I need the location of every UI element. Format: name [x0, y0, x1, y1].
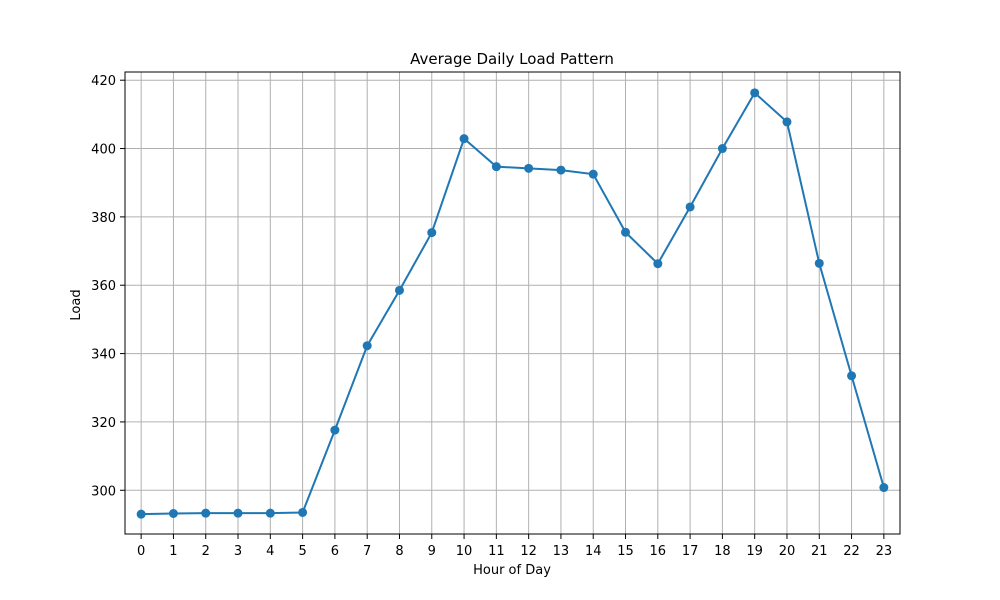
x-tick-label: 15 — [617, 544, 634, 559]
y-axis: 300 320 340 360 380 400 420 — [91, 74, 125, 499]
data-point — [201, 508, 211, 518]
x-tick-label: 13 — [553, 544, 570, 559]
x-tick-label: 3 — [234, 544, 242, 559]
y-tick-label: 300 — [91, 484, 116, 499]
data-point — [782, 117, 792, 127]
x-tick-label: 16 — [650, 544, 667, 559]
y-tick-label: 340 — [91, 348, 116, 363]
data-point — [168, 508, 178, 518]
data-point — [588, 169, 598, 179]
x-tick-label: 21 — [811, 544, 828, 559]
x-tick-label: 1 — [169, 544, 177, 559]
data-point — [879, 483, 889, 493]
data-point — [394, 285, 404, 295]
x-axis: 0 1 2 3 4 5 6 7 8 9 10 11 12 13 14 15 16 17 18 19 20 21 22 23 — [137, 534, 892, 559]
x-tick-label: 23 — [876, 544, 893, 559]
x-tick-label: 0 — [137, 544, 145, 559]
data-point — [717, 144, 727, 154]
data-point — [491, 162, 501, 172]
data-point — [136, 509, 146, 519]
x-tick-label: 18 — [714, 544, 731, 559]
y-tick-label: 420 — [91, 74, 116, 89]
x-axis-label: Hour of Day — [473, 563, 551, 578]
x-tick-label: 12 — [520, 544, 537, 559]
data-point — [685, 202, 695, 212]
x-tick-label: 10 — [456, 544, 473, 559]
data-point — [524, 163, 534, 173]
data-point — [556, 165, 566, 175]
data-point — [814, 258, 824, 268]
x-tick-label: 6 — [331, 544, 339, 559]
y-tick-label: 400 — [91, 143, 116, 158]
x-tick-label: 20 — [779, 544, 796, 559]
data-point — [233, 508, 243, 518]
data-point — [427, 228, 437, 238]
y-tick-label: 360 — [91, 279, 116, 294]
x-tick-label: 7 — [363, 544, 371, 559]
y-tick-label: 380 — [91, 211, 116, 226]
data-point — [653, 259, 663, 269]
x-tick-label: 8 — [395, 544, 403, 559]
data-point — [298, 507, 308, 517]
series-line — [141, 91, 885, 516]
plot-frame — [124, 71, 901, 535]
x-tick-label: 14 — [585, 544, 602, 559]
y-tick-label: 320 — [91, 416, 116, 431]
data-point — [459, 134, 469, 144]
x-tick-label: 17 — [682, 544, 699, 559]
y-axis-label: Load — [69, 289, 84, 320]
x-tick-label: 11 — [488, 544, 505, 559]
data-point — [621, 227, 631, 237]
x-tick-label: 19 — [746, 544, 763, 559]
grid — [125, 72, 900, 534]
data-point — [265, 508, 275, 518]
x-tick-label: 2 — [202, 544, 210, 559]
x-tick-label: 5 — [298, 544, 306, 559]
x-tick-label: 9 — [428, 544, 436, 559]
x-tick-label: 4 — [266, 544, 274, 559]
x-tick-label: 22 — [843, 544, 860, 559]
data-point — [362, 341, 372, 351]
data-point — [330, 425, 340, 435]
data-point — [847, 371, 857, 381]
chart-title: Average Daily Load Pattern — [410, 50, 614, 68]
data-point — [750, 88, 760, 98]
series-layer — [136, 88, 889, 519]
